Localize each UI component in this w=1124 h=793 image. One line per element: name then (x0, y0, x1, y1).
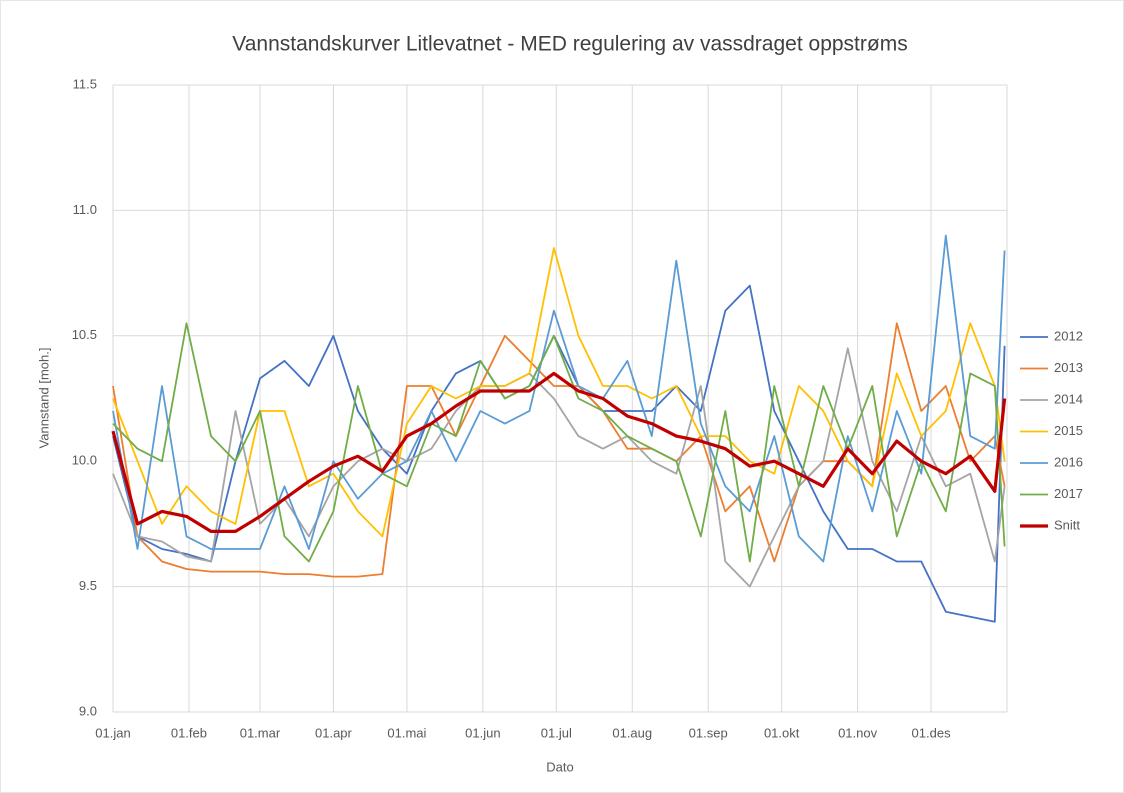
series-line (112, 347, 1006, 588)
y-axis-label: Vannstand [moh.] (36, 348, 51, 449)
x-tick-label: 01.feb (171, 725, 207, 740)
legend-label: 2012 (1054, 328, 1083, 343)
x-tick-label: 01.sep (689, 725, 728, 740)
legend-label: 2017 (1054, 486, 1083, 501)
x-tick-label: 01.mai (387, 725, 426, 740)
x-tick-label: 01.des (912, 725, 952, 740)
x-tick-label: 01.jun (465, 725, 500, 740)
x-tick-label: 01.aug (612, 725, 652, 740)
chart-title: Vannstandskurver Litlevatnet - MED regul… (232, 33, 907, 56)
x-tick-label: 01.jul (541, 725, 572, 740)
series-line (111, 371, 1007, 533)
y-tick-label: 9.5 (79, 578, 97, 593)
series-line (112, 284, 1006, 623)
legend-label: 2016 (1054, 454, 1083, 469)
y-tick-label: 11.5 (73, 76, 97, 91)
x-tick-label: 01.okt (764, 725, 800, 740)
y-tick-label: 11.0 (73, 202, 97, 217)
y-tick-label: 10.0 (72, 453, 97, 468)
x-tick-label: 01.mar (240, 725, 281, 740)
legend-label: 2015 (1054, 423, 1083, 438)
x-tick-label: 01.nov (838, 725, 878, 740)
legend-label: 2013 (1054, 360, 1083, 375)
y-tick-label: 10.5 (72, 327, 97, 342)
y-tick-label: 9.0 (79, 703, 97, 718)
series-line (112, 247, 1006, 538)
legend-label: 2014 (1054, 391, 1083, 406)
series-line (112, 322, 1006, 563)
series-line (112, 234, 1006, 563)
x-tick-label: 01.apr (315, 725, 353, 740)
x-tick-label: 01.jan (95, 725, 130, 740)
x-axis-label: Dato (546, 759, 573, 774)
legend-label: Snitt (1054, 517, 1080, 532)
